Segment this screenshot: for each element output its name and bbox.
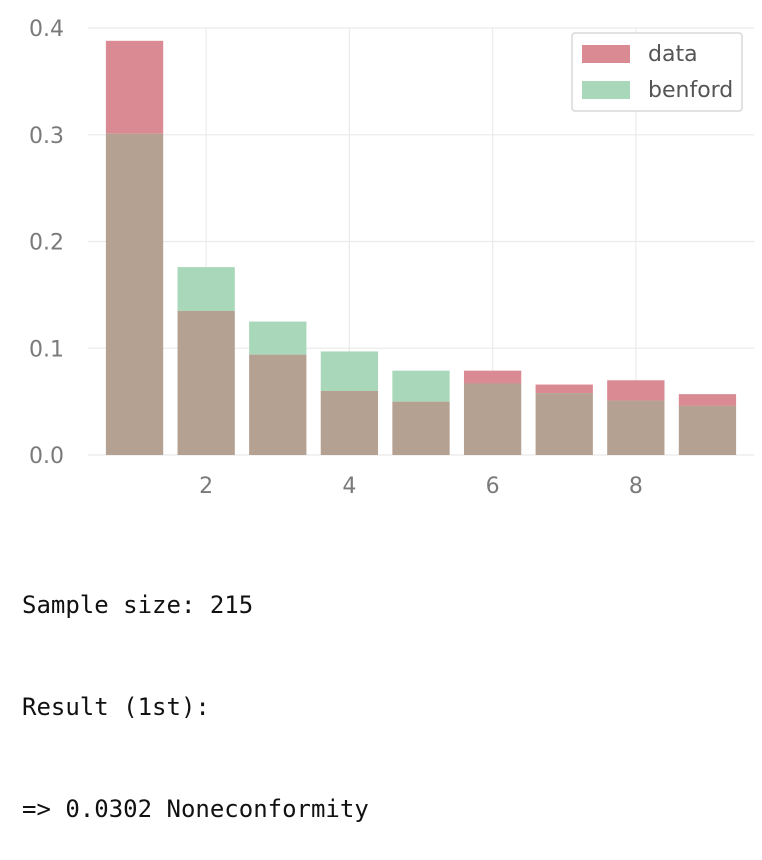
overlap-bar xyxy=(607,400,665,455)
legend: data benford xyxy=(571,32,743,112)
sample-size-line: Sample size: 215 xyxy=(22,591,254,619)
overlap-bar xyxy=(678,405,737,455)
bars xyxy=(105,40,737,455)
benford-bar xyxy=(392,370,450,402)
overlap-bar xyxy=(105,133,164,455)
benford-bar xyxy=(320,351,379,391)
data-bar xyxy=(535,384,593,394)
y-tick-label: 0.2 xyxy=(29,231,64,256)
y-tick-label: 0.1 xyxy=(29,337,64,362)
x-tick-label: 2 xyxy=(199,474,213,499)
overlap-bar xyxy=(392,401,450,455)
tick-labels: 0.0 0.1 0.2 0.3 0.4 2 4 6 8 xyxy=(29,17,643,499)
y-tick-label: 0.0 xyxy=(29,444,64,469)
overlap-bar xyxy=(249,354,307,455)
legend-swatch-benford xyxy=(582,81,630,99)
overlap-bar xyxy=(463,383,522,455)
data-bar xyxy=(105,40,164,134)
result-heading-line: Result (1st): xyxy=(22,693,210,721)
data-bar xyxy=(463,370,522,384)
output-text: Sample size: 215 Result (1st): => 0.0302… xyxy=(22,520,369,860)
x-tick-label: 6 xyxy=(486,474,500,499)
legend-label-data: data xyxy=(648,42,698,67)
result-value-line: => 0.0302 Noneconformity xyxy=(22,795,369,823)
overlap-bar xyxy=(535,393,593,455)
data-bar xyxy=(607,380,665,401)
legend-swatch-data xyxy=(582,45,630,63)
benford-bar xyxy=(249,321,307,355)
x-tick-label: 8 xyxy=(629,474,643,499)
y-tick-label: 0.4 xyxy=(29,17,64,42)
y-tick-label: 0.3 xyxy=(29,124,64,149)
overlap-bar xyxy=(177,310,235,455)
x-tick-label: 4 xyxy=(342,474,356,499)
legend-label-benford: benford xyxy=(648,78,733,103)
data-bar xyxy=(678,394,737,406)
benford-chart: 0.0 0.1 0.2 0.3 0.4 2 4 6 8 data benford xyxy=(29,17,754,499)
overlap-bar xyxy=(320,390,379,455)
benford-bar xyxy=(177,267,235,311)
